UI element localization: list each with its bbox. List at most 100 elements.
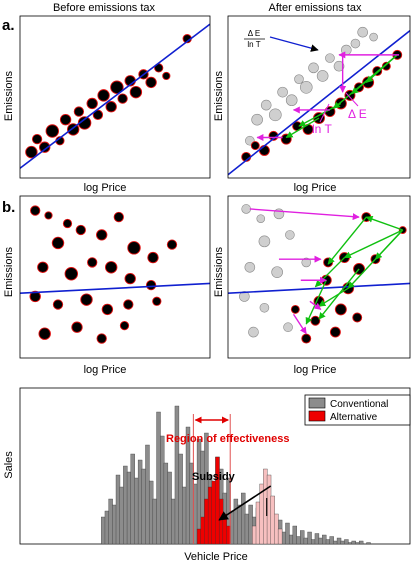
green-arrow [305, 279, 327, 325]
bar-conventional [233, 498, 239, 545]
bar-conventional [322, 534, 327, 545]
magenta-arrow [292, 313, 307, 335]
ghost-point [299, 80, 313, 94]
bar-conventional [163, 462, 169, 545]
data-point [44, 211, 53, 220]
data-point [123, 299, 134, 310]
data-point [105, 261, 118, 274]
data-point [87, 257, 98, 268]
bar-conventional [285, 522, 290, 545]
ghost-point [283, 322, 293, 333]
bar-conventional [333, 540, 338, 545]
ghost-point [269, 108, 282, 122]
label-subsidy: Subsidy [192, 471, 236, 483]
data-point [80, 293, 93, 306]
panel-b-right [227, 195, 411, 359]
ylabel-a-right: Emissions [213, 70, 225, 121]
ghost-point [316, 70, 329, 82]
bar-conventional [344, 539, 349, 545]
ghost-point [241, 204, 252, 214]
data-point [75, 224, 86, 236]
bar-alternative [211, 480, 216, 545]
trend-line [20, 23, 210, 169]
data-point [52, 299, 64, 310]
data-point [258, 145, 270, 156]
ghost-point [369, 32, 378, 42]
ghost-point [258, 235, 271, 248]
data-point [117, 93, 128, 104]
bar-conventional [311, 539, 316, 545]
ghost-point [248, 326, 259, 338]
data-point [77, 116, 92, 130]
data-point [73, 106, 85, 117]
ghost-point [256, 214, 266, 223]
bar-alternative-shifted [266, 474, 272, 545]
data-point [381, 61, 391, 71]
legend-alternative: Alternative [330, 412, 378, 423]
bar-conventional [336, 537, 342, 545]
bar-conventional [167, 471, 172, 545]
data-point [59, 114, 72, 126]
panel-label-b: b. [2, 199, 15, 216]
ratio-pointer-arrow [269, 36, 319, 52]
panel-a-left [19, 15, 211, 179]
bar-conventional [126, 471, 132, 545]
bar-conventional [351, 540, 356, 545]
ghost-point [285, 230, 295, 240]
data-point [334, 303, 347, 316]
ylabel-a-left: Emissions [3, 70, 15, 121]
bar-conventional [230, 510, 235, 545]
data-point [129, 85, 143, 99]
legend-swatch-conventional [308, 397, 326, 409]
panel-b-left [19, 195, 211, 359]
bar-conventional [318, 537, 323, 545]
bar-conventional [329, 536, 334, 545]
bar-conventional [196, 438, 202, 545]
data-point [110, 80, 124, 95]
bar-alternative [218, 498, 224, 545]
data-point [62, 218, 73, 229]
ghost-point [285, 94, 298, 107]
panel-plot-b-right [228, 204, 410, 344]
data-point [166, 239, 178, 250]
bar-conventional [137, 459, 143, 545]
green-arrow [343, 229, 404, 259]
data-point [250, 141, 260, 151]
ghost-point [308, 62, 319, 74]
bar-conventional [141, 468, 146, 545]
subsidy-arrow [218, 485, 272, 521]
bar-conventional [281, 531, 286, 545]
bar-alternative [196, 528, 202, 545]
data-point [25, 145, 38, 159]
header-after: After emissions tax [269, 2, 362, 14]
bar-conventional [347, 542, 353, 545]
ghost-point [259, 302, 270, 313]
ghost-point [244, 261, 256, 273]
bar-conventional [303, 537, 309, 545]
bar-conventional [119, 486, 124, 545]
bar-conventional [193, 483, 198, 545]
data-point [329, 326, 341, 338]
data-point [105, 101, 117, 113]
bar-alternative [204, 498, 209, 545]
bar-conventional [237, 504, 242, 545]
data-point [29, 290, 41, 303]
bar-conventional [145, 444, 150, 545]
data-point [39, 141, 51, 153]
bar-alternative-shifted [270, 495, 275, 545]
bar-conventional [134, 477, 139, 545]
green-arrow [318, 287, 349, 307]
bar-conventional [296, 536, 301, 545]
bar-conventional [115, 474, 121, 545]
data-point [352, 312, 363, 323]
ghost-point [239, 291, 250, 302]
bar-alternative-shifted [255, 501, 261, 545]
bar-alternative-shifted [252, 525, 257, 545]
data-point [145, 279, 157, 291]
ghost-point [301, 257, 312, 268]
xlabel-vehicle-price: Vehicle Price [184, 551, 248, 563]
bar-conventional [174, 405, 180, 545]
data-point [37, 261, 49, 273]
ghost-point [340, 44, 352, 56]
